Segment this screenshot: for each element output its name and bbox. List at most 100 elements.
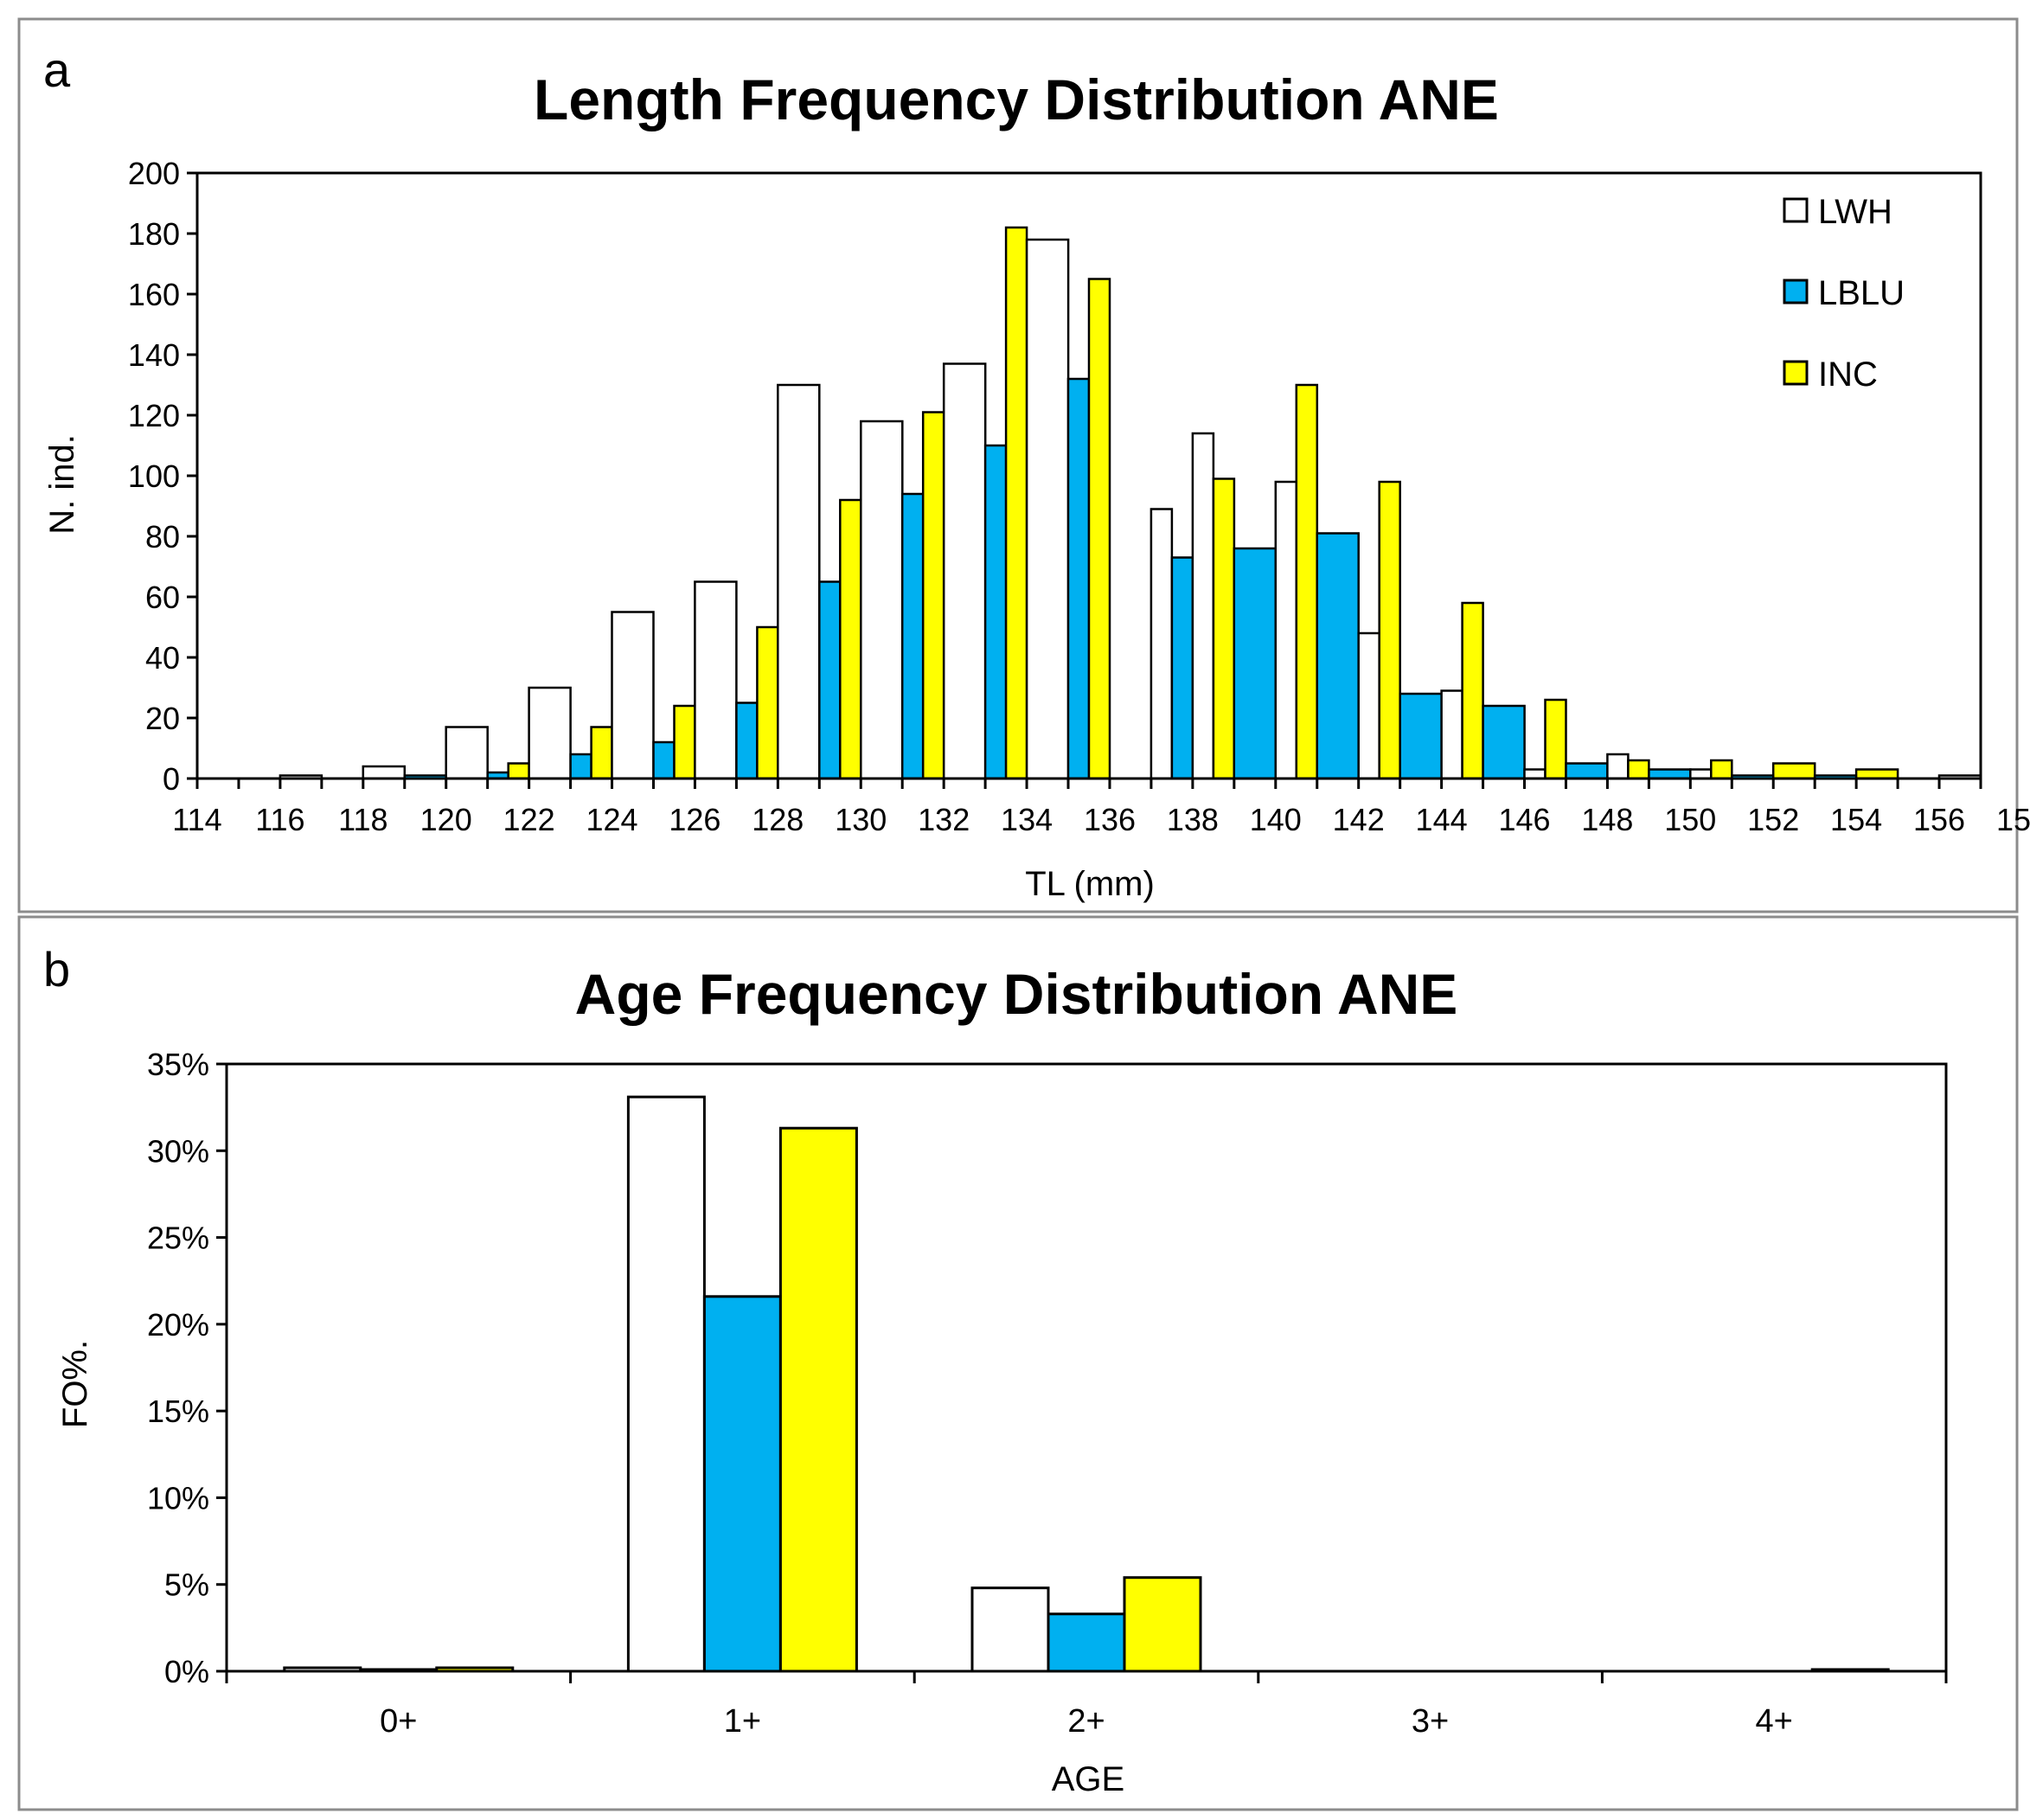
panel-b-ytick-label: 30% xyxy=(147,1133,209,1169)
legend-swatch-inc xyxy=(1783,360,1809,386)
panel-a-xtick-label: 140 xyxy=(1250,802,1302,837)
panel-a-xtick-label: 146 xyxy=(1498,802,1550,837)
bar-a-inc-122 xyxy=(507,762,530,780)
panel-a-xtick-label: 158 xyxy=(1996,802,2030,837)
panel-a-xtick-label: 120 xyxy=(420,802,472,837)
bar-a-lblu-146 xyxy=(1482,704,1526,780)
panel-a-frame xyxy=(17,17,2019,913)
bar-a-lblu-132 xyxy=(900,492,925,780)
panel-b-ytick-label: 25% xyxy=(147,1221,209,1256)
panel-b-ytick-label: 10% xyxy=(147,1480,209,1516)
bar-b-inc-1+ xyxy=(778,1126,858,1673)
panel-a-xlabel: TL (mm) xyxy=(1025,865,1155,903)
bar-a-lwh-149 xyxy=(1606,753,1630,780)
bar-a-lwh-135 xyxy=(1025,238,1070,780)
panel-a-xtick-label: 150 xyxy=(1664,802,1716,837)
panel-b-xlabel: AGE xyxy=(1052,1760,1124,1798)
bar-a-lblu-138 xyxy=(1170,556,1194,780)
panel-a-label: a xyxy=(43,42,71,97)
bar-a-lwh-131 xyxy=(860,420,904,780)
panel-a-xtick-label: 116 xyxy=(255,802,304,837)
panel-a-ytick-label: 80 xyxy=(145,519,180,554)
panel-b-label: b xyxy=(43,942,70,997)
panel-a-xtick-label: 148 xyxy=(1581,802,1633,837)
panel-a-xtick-label: 124 xyxy=(586,802,637,837)
bar-a-lblu-150 xyxy=(1648,768,1692,780)
panel-a-ytick-label: 60 xyxy=(145,580,180,615)
bar-a-inc-128 xyxy=(756,625,779,780)
bar-a-lblu-130 xyxy=(818,580,842,780)
panel-a-ytick-label: 140 xyxy=(128,337,180,373)
bar-b-lblu-1+ xyxy=(702,1295,782,1673)
panel-a-bars xyxy=(279,226,1982,780)
bar-a-lblu-136 xyxy=(1066,377,1091,780)
bar-b-lwh-2+ xyxy=(970,1586,1050,1673)
panel-a-ytick-label: 120 xyxy=(128,398,180,433)
bar-a-lwh-133 xyxy=(942,362,987,780)
panel-a-xtick-label: 122 xyxy=(503,802,555,837)
bar-a-inc-126 xyxy=(673,704,696,780)
panel-b-frame xyxy=(17,915,2019,1811)
panel-a-xtick-label: 128 xyxy=(752,802,804,837)
panel-a-ytick-label: 40 xyxy=(145,640,180,676)
panel-a-title: Length Frequency Distribution ANE xyxy=(534,67,1499,131)
panel-a-xtick-label: 154 xyxy=(1830,802,1882,837)
bar-a-lwh-151 xyxy=(1689,768,1713,780)
panel-b-title: Age Frequency Distribution ANE xyxy=(575,962,1458,1026)
panel-b-bars xyxy=(283,1095,1890,1673)
panel-a-xtick-label: 144 xyxy=(1416,802,1468,837)
bar-a-inc-153 xyxy=(1771,762,1816,780)
panel-b-ytick-label: 20% xyxy=(147,1307,209,1343)
panel-b-ytick-label: 5% xyxy=(164,1567,209,1603)
bar-a-lwh-119 xyxy=(362,765,407,780)
bar-a-lblu-140 xyxy=(1233,547,1278,780)
bar-a-inc-130 xyxy=(839,498,862,780)
bar-a-inc-143 xyxy=(1378,480,1401,780)
bar-a-lwh-145 xyxy=(1440,689,1463,780)
bar-a-lwh-127 xyxy=(694,580,738,780)
bar-a-lblu-128 xyxy=(735,702,759,780)
panel-a-xtick-label: 152 xyxy=(1747,802,1799,837)
panel-a-xtick-label: 156 xyxy=(1913,802,1965,837)
panel-b-ytick-label: 15% xyxy=(147,1394,209,1429)
panel-b: b Age Frequency Distribution ANE 0+ 1+ 2+ 3… xyxy=(17,915,2019,1811)
panel-a-axes: 0 20 40 60 80 100 120 140 160 180 200 114 116 118 120 1… xyxy=(128,156,2030,837)
legend-label-inc: INC xyxy=(1818,356,1878,394)
panel-a-ytick-label: 160 xyxy=(128,277,180,312)
panel-a-xtick-label: 132 xyxy=(918,802,970,837)
bar-a-lwh-139 xyxy=(1191,432,1215,780)
panel-a: a Length Frequency Distribution ANE 0 20 4… xyxy=(17,17,2030,913)
panel-a-ytick-label: 180 xyxy=(128,216,180,252)
panel-a-xtick-label: 142 xyxy=(1333,802,1385,837)
bar-a-inc-136 xyxy=(1087,278,1111,780)
panel-b-ylabel: FO%. xyxy=(56,1340,94,1428)
panel-b-plot-frame xyxy=(225,1062,1948,1673)
bar-a-lwh-138 xyxy=(1149,508,1174,780)
bar-a-inc-149 xyxy=(1627,759,1650,780)
panel-a-xtick-label: 130 xyxy=(835,802,887,837)
bar-a-inc-141 xyxy=(1295,383,1319,780)
bar-a-inc-132 xyxy=(921,411,945,780)
panel-b-xtick-label: 4+ xyxy=(1756,1703,1793,1740)
legend-swatch-lblu xyxy=(1783,279,1809,304)
bar-a-lwh-129 xyxy=(777,383,821,780)
bar-a-lblu-142 xyxy=(1316,532,1360,780)
panel-a-ytick-label: 100 xyxy=(128,458,180,494)
bar-a-lblu-148 xyxy=(1565,762,1609,780)
panel-b-ytick-label: 35% xyxy=(147,1047,209,1082)
panel-a-ylabel: N. ind. xyxy=(43,434,81,535)
legend-swatch-lwh xyxy=(1783,197,1809,223)
bar-a-inc-139 xyxy=(1212,477,1236,780)
legend-label-lwh: LWH xyxy=(1818,193,1892,231)
bar-a-lblu-144 xyxy=(1399,692,1443,780)
bar-b-lblu-2+ xyxy=(1047,1612,1126,1673)
bar-a-inc-151 xyxy=(1710,759,1733,780)
bar-a-lblu-126 xyxy=(652,740,676,780)
bar-a-lwh-143 xyxy=(1357,631,1380,780)
panel-a-xtick-label: 138 xyxy=(1167,802,1219,837)
panel-a-xtick-label: 114 xyxy=(172,802,221,837)
panel-a-ytick-label: 0 xyxy=(163,761,180,797)
panel-b-xtick-label: 0+ xyxy=(380,1703,417,1740)
panel-a-ytick-label: 200 xyxy=(128,156,180,191)
